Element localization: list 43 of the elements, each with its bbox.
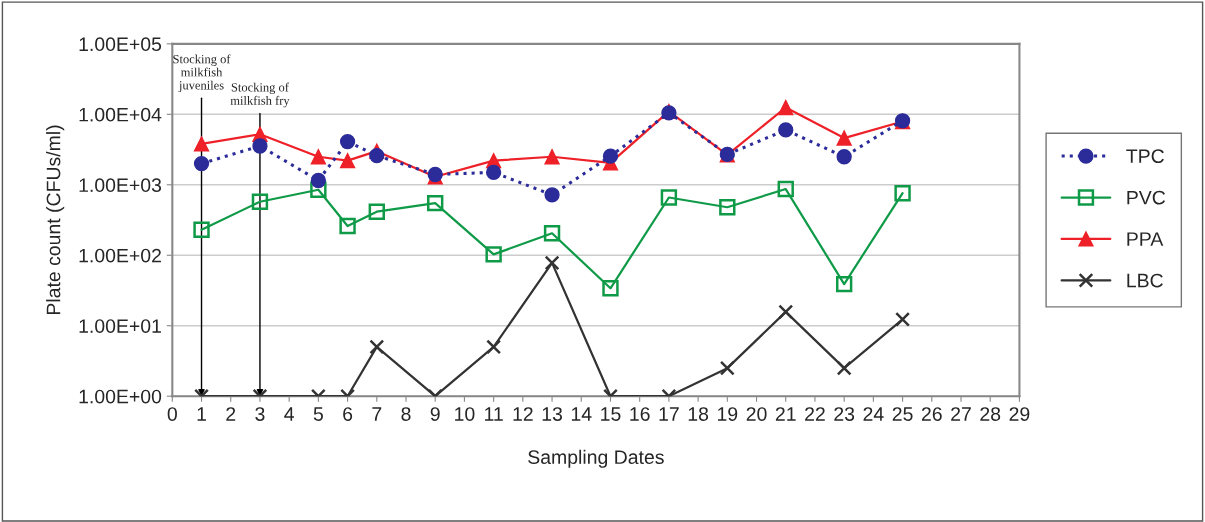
x-tick-label: 21 (775, 407, 796, 421)
x-tick-label: 4 (284, 407, 294, 421)
x-tick-label: 25 (892, 407, 913, 421)
x-tick-label: 11 (485, 407, 503, 421)
x-tick-label: 20 (746, 407, 767, 421)
y-tick-label: 1.00E+04 (79, 107, 162, 122)
x-tick-label: 23 (834, 407, 855, 421)
x-tick-label: 16 (630, 407, 650, 421)
legend-label: LBC (1127, 273, 1163, 288)
x-tick-label: 27 (951, 407, 971, 421)
x-tick-label: 8 (401, 407, 411, 421)
y-tick-label: 1.00E+02 (79, 248, 161, 263)
x-tick-label: 5 (313, 407, 323, 421)
x-tick-label: 15 (601, 407, 621, 421)
x-tick-label: 0 (167, 407, 177, 421)
x-tick-label: 13 (542, 407, 563, 421)
x-tick-label: 18 (688, 407, 709, 421)
y-tick-label: 1.00E+05 (79, 37, 162, 52)
y-tick-label: 1.00E+03 (79, 178, 162, 193)
y-tick-label: 1.00E+01 (79, 319, 161, 333)
x-tick-label: 28 (980, 407, 1001, 421)
legend-label: PVC (1127, 190, 1166, 205)
x-tick-label: 2 (226, 407, 236, 421)
legend-label: PPA (1127, 232, 1164, 246)
x-tick-label: 6 (343, 407, 353, 421)
y-axis-title: Plate count (CFUs/ml) (46, 125, 65, 315)
x-tick-label: 9 (430, 407, 440, 421)
x-tick-label: 26 (921, 407, 942, 421)
annotation: Stocking of milkfish fry (230, 82, 290, 108)
y-tick-label: 1.00E+00 (79, 389, 162, 404)
legend-label: TPC (1126, 149, 1164, 164)
x-tick-label: 7 (372, 407, 382, 421)
x-tick-label: 19 (717, 407, 738, 421)
x-axis-title: Sampling Dates (528, 449, 664, 468)
x-tick-label: 1 (197, 407, 206, 421)
x-tick-label: 24 (863, 407, 884, 421)
x-tick-label: 14 (571, 407, 592, 421)
x-tick-label: 3 (255, 407, 265, 421)
x-tick-label: 12 (513, 407, 533, 421)
x-tick-label: 17 (659, 407, 679, 421)
x-tick-label: 10 (455, 407, 475, 421)
x-tick-label: 29 (1009, 407, 1030, 421)
x-tick-label: 22 (805, 407, 825, 421)
